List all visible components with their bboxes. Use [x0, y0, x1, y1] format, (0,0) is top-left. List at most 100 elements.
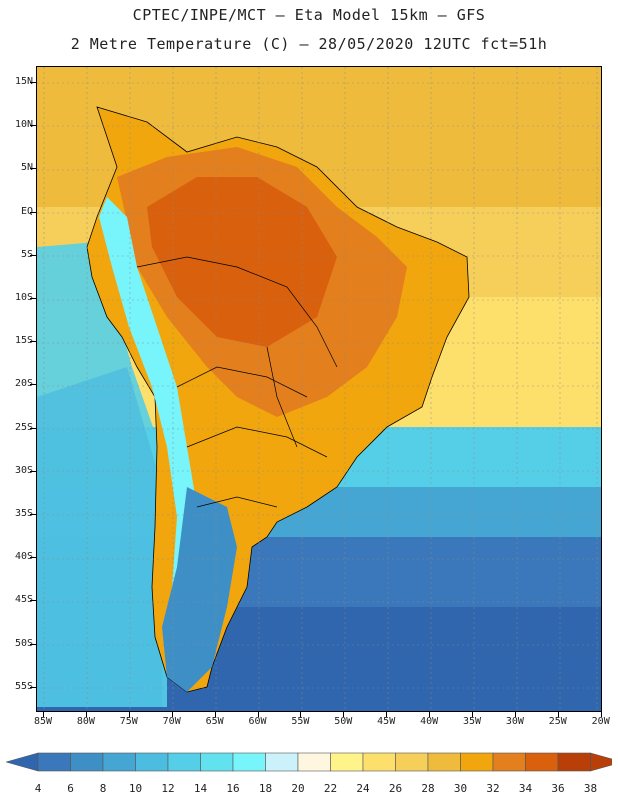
legend-value: 32 — [486, 782, 500, 795]
legend-value: 36 — [551, 782, 565, 795]
legend-swatch — [167, 752, 201, 772]
temperature-map — [36, 66, 602, 712]
latitude-label: 25S — [14, 421, 33, 433]
legend-swatch — [200, 752, 234, 772]
legend-swatch — [525, 752, 559, 772]
latitude-tick — [30, 211, 36, 213]
legend-value: 38 — [583, 782, 598, 795]
latitude-tick — [30, 686, 36, 688]
latitude-label: 50S — [14, 637, 33, 649]
latitude-tick — [30, 557, 36, 559]
longitude-label: 60W — [248, 716, 267, 727]
longitude-tick — [85, 712, 87, 717]
legend-swatch — [297, 752, 331, 772]
legend-swatch — [37, 752, 71, 772]
latitude-tick — [30, 298, 36, 299]
longitude-tick — [257, 712, 259, 717]
longitude-label: 85W — [33, 716, 53, 727]
legend-swatch — [330, 752, 364, 772]
latitude-label: 40S — [14, 551, 33, 563]
legend-value: 30 — [453, 782, 468, 795]
latitude-tick — [30, 600, 36, 602]
latitude-label: 20S — [14, 378, 33, 390]
legend-cap-high — [590, 752, 612, 772]
legend-swatch — [460, 752, 494, 772]
latitude-label: 15S — [14, 335, 33, 347]
legend-value: 10 — [128, 782, 143, 795]
legend-swatch — [102, 752, 136, 772]
latitude-label: 15N — [14, 76, 33, 87]
latitude-tick — [30, 470, 36, 472]
longitude-label: 80W — [76, 716, 95, 727]
map-subtitle: 2 Metre Temperature (C) – 28/05/2020 12U… — [70, 35, 548, 53]
legend-value: 12 — [161, 782, 175, 795]
amazon-hot-region — [147, 177, 337, 347]
longitude-label: 30W — [505, 716, 524, 727]
legend-swatch — [265, 752, 299, 772]
legend-value: 34 — [518, 782, 533, 795]
country-borders — [136, 256, 338, 508]
map-canvas — [37, 67, 601, 711]
longitude-label: 75W — [119, 716, 138, 727]
longitude-label: 65W — [205, 716, 224, 727]
legend-value: 16 — [226, 782, 240, 795]
legend-value: 26 — [388, 782, 403, 795]
latitude-tick — [30, 341, 36, 343]
legend-swatch — [232, 752, 266, 772]
longitude-tick — [343, 712, 345, 717]
latitude-label: 55S — [14, 680, 33, 692]
latitude-label: 35S — [14, 508, 33, 519]
longitude-label: 20W — [591, 716, 610, 727]
longitude-tick — [557, 712, 559, 717]
longitude-label: 25W — [548, 716, 567, 727]
longitude-tick — [214, 712, 216, 717]
legend-value: 20 — [291, 782, 305, 795]
latitude-label: 5S — [20, 248, 33, 260]
longitude-label: 35W — [462, 716, 482, 727]
legend-value: 8 — [99, 782, 107, 795]
longitude-tick — [600, 712, 602, 717]
legend-value: 6 — [67, 782, 74, 795]
longitude-tick — [128, 712, 130, 717]
latitude-tick — [30, 168, 36, 170]
longitude-label: 45W — [377, 716, 396, 727]
latitude-label: 30S — [14, 464, 33, 476]
latitude-tick — [30, 643, 36, 645]
legend-swatch — [492, 752, 526, 772]
latitude-tick — [30, 514, 36, 515]
longitude-label: 70W — [162, 716, 181, 727]
latitude-tick — [30, 427, 36, 429]
longitude-label: 40W — [420, 716, 439, 727]
longitude-tick — [43, 712, 44, 717]
latitude-tick — [30, 384, 36, 386]
latitude-label: 10S — [14, 292, 33, 303]
color-legend — [6, 752, 612, 772]
legend-swatch — [557, 752, 591, 772]
pacific-cold-region — [37, 367, 162, 707]
map-title: CPTEC/INPE/MCT – Eta Model 15km – GFS — [132, 6, 486, 24]
patagonia-cold-region — [162, 487, 237, 692]
latitude-label: EQ — [20, 205, 33, 217]
latitude-tick — [30, 82, 36, 83]
longitude-label: 50W — [334, 716, 353, 727]
latitude-tick — [30, 254, 36, 256]
longitude-tick — [472, 712, 473, 717]
legend-value: 18 — [258, 782, 273, 795]
longitude-tick — [300, 712, 302, 717]
latitude-label: 10N — [14, 119, 33, 131]
longitude-label: 55W — [291, 716, 310, 727]
legend-value: 24 — [356, 782, 370, 795]
legend-swatch — [427, 752, 461, 772]
legend-swatch — [135, 752, 169, 772]
graticule — [37, 67, 601, 711]
legend-cap-low — [6, 752, 39, 772]
longitude-tick — [514, 712, 516, 717]
legend-swatch — [395, 752, 429, 772]
legend-swatch — [70, 752, 104, 772]
latitude-label: 5N — [20, 162, 33, 174]
latitude-tick — [30, 125, 36, 127]
longitude-tick — [171, 712, 173, 717]
legend-value: 14 — [193, 782, 208, 795]
legend-value: 22 — [323, 782, 338, 795]
legend-swatch — [362, 752, 396, 772]
